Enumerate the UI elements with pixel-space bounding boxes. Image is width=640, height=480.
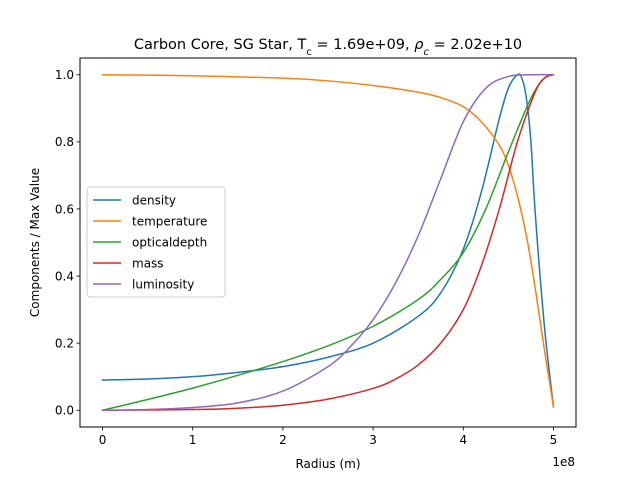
x-tick-label: 4 [459,433,467,447]
series-line-density [101,73,555,408]
legend-label-temperature: temperature [132,214,207,228]
x-tick-label: 1 [189,433,197,447]
x-tick-label: 5 [550,433,558,447]
x-axis-offset-label: 1e8 [552,455,575,469]
y-tick-label: 0.8 [55,135,74,149]
legend-box [86,186,226,298]
chart-title: Carbon Core, SG Star, Tc = 1.69e+09, ρc … [134,37,522,58]
legend-items: density temperature opticaldepth mass lumino… [93,193,207,291]
legend-label-mass: mass [132,256,164,270]
series-line-temperature [101,74,555,408]
x-tick-label: 3 [369,433,377,447]
x-tick-label: 2 [279,433,287,447]
x-tick-label: 0 [99,433,107,447]
y-tick-label: 0.6 [55,202,74,216]
x-axis-label: Radius (m) [295,457,360,471]
y-tick-label: 0.0 [55,404,74,418]
y-tick-label: 0.4 [55,269,74,283]
series-layer [101,73,555,412]
legend: density temperature opticaldepth mass lumino… [86,186,226,298]
legend-label-density: density [132,193,176,207]
series-line-mass [101,73,555,411]
y-tick-label: 0.2 [55,336,74,350]
plot-frame [79,57,577,428]
ticks-layer: 0 1 2 3 4 5 0.0 0.2 0.4 0.6 0.8 1.0 [55,68,557,447]
y-tick-label: 1.0 [55,68,74,82]
legend-label-opticaldepth: opticaldepth [132,235,207,249]
y-axis-label: Components / Max Value [28,168,42,317]
series-line-opticaldepth [101,73,555,412]
legend-label-luminosity: luminosity [132,277,194,291]
series-line-luminosity [101,73,555,411]
